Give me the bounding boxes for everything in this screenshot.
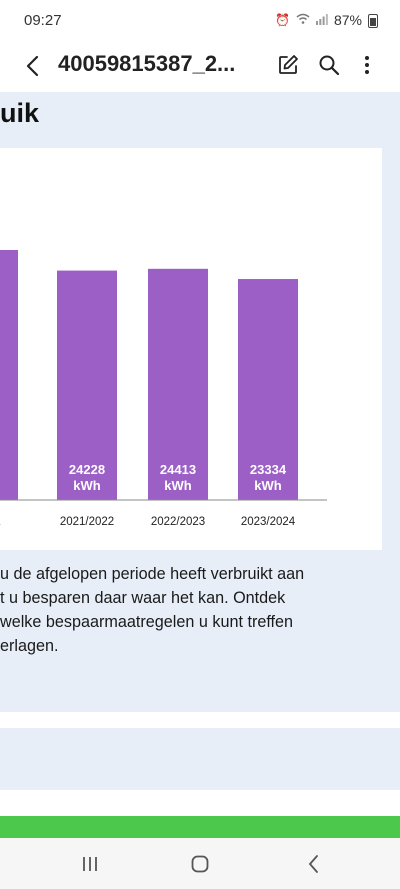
page-gap	[0, 712, 400, 728]
green-banner	[0, 816, 400, 838]
paragraph-line: t u besparen daar waar het kan. Ontdek	[0, 589, 286, 607]
more-options-icon[interactable]	[355, 53, 379, 77]
bar-unit-label: kWh	[73, 478, 101, 493]
usage-chart: 69Wh202124228kWh2021/202224413kWh2022/20…	[0, 148, 382, 550]
description-paragraph: u de afgelopen periode heeft verbruikt a…	[0, 562, 400, 658]
alarm-icon: ⏰	[275, 13, 290, 27]
section-heading: uik	[0, 98, 40, 128]
back-nav-icon[interactable]	[302, 852, 326, 876]
recent-apps-icon[interactable]	[78, 852, 102, 876]
usage-bar-chart: 69Wh202124228kWh2021/202224413kWh2022/20…	[0, 250, 327, 528]
document-page[interactable]: uik 69Wh202124228kWh2021/202224413kWh202…	[0, 92, 400, 712]
status-bar: 09:27 ⏰ 87%	[0, 0, 400, 44]
bar-unit-label: kWh	[164, 478, 192, 493]
x-tick-label: 2021	[0, 516, 1, 528]
paragraph-line: welke bespaarmaatregelen u kunt treffen	[0, 613, 294, 631]
chart-bar	[0, 250, 18, 500]
search-icon[interactable]	[317, 53, 341, 77]
next-section-block	[0, 728, 400, 790]
battery-icon	[368, 14, 378, 28]
x-tick-label: 2022/2023	[151, 516, 205, 528]
status-icons: ⏰ 87%	[275, 12, 378, 28]
bar-value-label: 23334	[250, 462, 287, 477]
signal-icon	[315, 13, 328, 28]
paragraph-line: u de afgelopen periode heeft verbruikt a…	[0, 565, 305, 583]
edit-icon[interactable]	[276, 53, 300, 77]
bar-value-label: 24228	[69, 462, 105, 477]
back-arrow-icon[interactable]	[20, 52, 48, 80]
app-bar: 40059815387_2...	[0, 44, 400, 92]
paragraph-line: erlagen.	[0, 637, 59, 655]
chart-bar	[148, 268, 208, 500]
battery-percent: 87%	[333, 12, 362, 28]
bar-value-label: 24413	[160, 462, 196, 477]
document-title: 40059815387_2...	[58, 51, 236, 76]
home-icon[interactable]	[188, 852, 212, 876]
chart-bar	[57, 270, 117, 500]
x-tick-label: 2021/2022	[60, 516, 114, 528]
status-time: 09:27	[24, 12, 62, 29]
x-tick-label: 2023/2024	[241, 516, 296, 528]
bar-unit-label: kWh	[254, 478, 282, 493]
chart-bar	[238, 279, 298, 500]
system-nav-bar	[0, 838, 400, 889]
wifi-icon	[296, 13, 310, 28]
page-gap	[0, 790, 400, 816]
